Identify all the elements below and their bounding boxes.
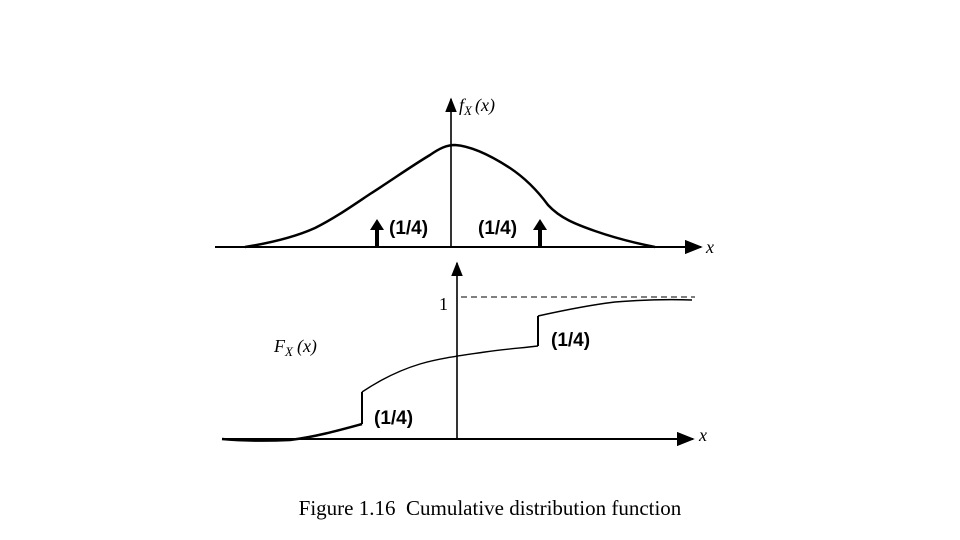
pdf-y-axis-label: fX (x) [459,95,495,118]
cdf-x-axis-label: x [698,425,707,445]
cdf-curve-right-tail [537,298,693,317]
cdf-jump-right-label: (1/4) [551,330,590,351]
pdf-impulse-left-label: (1/4) [389,218,428,239]
pdf-density-curve [244,143,656,249]
pdf-impulse-right-label: (1/4) [478,218,517,239]
impulse-arrow-right [533,219,547,247]
cdf-jump-left-label: (1/4) [374,408,413,429]
figure-caption: Figure 1.16 Cumulative distribution func… [298,496,682,520]
cdf-panel: 1 (1/4) (1/4) FX (x) x [221,261,707,447]
cdf-one-tick-label: 1 [439,294,448,314]
pdf-x-axis-label: x [705,237,714,257]
cdf-curve-middle [361,345,539,393]
pdf-panel: (1/4) (1/4) fX (x) x [215,95,714,257]
impulse-arrow-left [370,219,384,247]
cdf-y-axis-label: FX (x) [273,336,317,359]
cdf-curve-left-tail [221,422,363,442]
